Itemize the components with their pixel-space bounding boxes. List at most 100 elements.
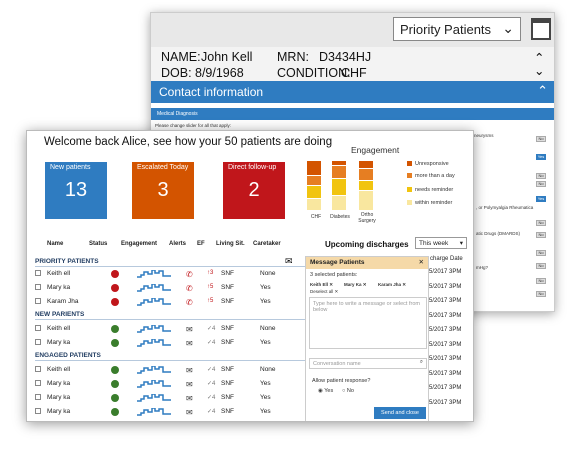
col-alerts[interactable]: Alerts bbox=[169, 241, 187, 247]
legend-item: needs reminder bbox=[407, 187, 453, 193]
table-row[interactable]: Mary ka ✆ ↑5 SNF Yes bbox=[35, 282, 310, 294]
mail-icon[interactable]: ✉ bbox=[186, 325, 193, 334]
no-toggle[interactable]: No bbox=[536, 173, 546, 179]
radio-no[interactable]: ○ No bbox=[342, 388, 354, 394]
row-checkbox[interactable] bbox=[35, 366, 41, 372]
mail-icon[interactable]: ✉ bbox=[186, 366, 193, 375]
polymyalgia-label: , or Polymyalgia Rheumatica bbox=[476, 205, 534, 210]
living-situation: SNF bbox=[221, 339, 234, 346]
row-checkbox[interactable] bbox=[35, 270, 41, 276]
status-dot bbox=[111, 408, 119, 416]
message-header: Message Patients ✕ bbox=[306, 257, 428, 269]
no-toggle[interactable]: No bbox=[536, 250, 546, 256]
row-checkbox[interactable] bbox=[35, 394, 41, 400]
caretaker: Yes bbox=[260, 298, 271, 305]
condition-value: CHF bbox=[341, 66, 367, 80]
no-toggle[interactable]: No bbox=[536, 291, 546, 297]
chart-bar-segment bbox=[307, 176, 321, 186]
mail-icon[interactable]: ✉ bbox=[285, 256, 293, 266]
phone-icon[interactable]: ✆ bbox=[186, 298, 193, 307]
yes-toggle[interactable]: Yes bbox=[536, 154, 546, 160]
col-living[interactable]: Living Sit. bbox=[216, 241, 245, 247]
caret-down-icon: ▾ bbox=[459, 240, 463, 247]
chip[interactable]: Keith Ell ✕ bbox=[310, 282, 334, 287]
table-row[interactable]: Mary ka ✉ ✓4 SNF Yes bbox=[35, 392, 310, 404]
tile-direct-follow-up[interactable]: Direct follow-up 2 bbox=[223, 162, 285, 219]
table-row[interactable]: Mary ka ✉ ✓4 SNF Yes bbox=[35, 378, 310, 390]
mrn-label: MRN: bbox=[277, 50, 309, 64]
living-situation: SNF bbox=[221, 366, 234, 373]
table-row[interactable]: Karam Jha ✆ ↑5 SNF Yes bbox=[35, 296, 310, 308]
mail-icon[interactable]: ✉ bbox=[186, 408, 193, 417]
calendar-icon[interactable] bbox=[531, 18, 551, 40]
row-checkbox[interactable] bbox=[35, 298, 41, 304]
phone-icon[interactable]: ✆ bbox=[186, 270, 193, 279]
patient-name: Karam Jha bbox=[47, 298, 79, 305]
slider-instructions: Please change slider for all that apply: bbox=[155, 123, 232, 128]
message-textarea[interactable]: Type here to write a message or select f… bbox=[309, 297, 427, 349]
week-select[interactable]: This week ▾ bbox=[415, 237, 467, 249]
mail-icon[interactable]: ✉ bbox=[186, 339, 193, 348]
discharge-date: 5/2017 3PM bbox=[429, 341, 462, 348]
engagement-sparkline bbox=[137, 325, 171, 333]
patient-name: Mary ka bbox=[47, 284, 71, 291]
row-checkbox[interactable] bbox=[35, 339, 41, 345]
table-row[interactable]: Mary ka ✉ ✓4 SNF Yes bbox=[35, 337, 310, 349]
col-name[interactable]: Name bbox=[47, 241, 64, 247]
no-toggle[interactable]: No bbox=[536, 181, 546, 187]
col-status[interactable]: Status bbox=[89, 241, 108, 247]
caretaker: Yes bbox=[260, 339, 271, 346]
chip[interactable]: Mary Ka ✕ bbox=[344, 282, 367, 287]
legend-item: within reminder bbox=[407, 200, 452, 206]
col-caretaker[interactable]: Caretaker bbox=[253, 241, 281, 247]
close-icon[interactable]: ✕ bbox=[418, 259, 424, 266]
engagement-chart bbox=[305, 161, 405, 211]
tile-new-patients[interactable]: New patients 13 bbox=[45, 162, 107, 219]
chart-bar-segment bbox=[307, 198, 321, 211]
tile-escalated-today[interactable]: Escalated Today 3 bbox=[132, 162, 194, 219]
contact-title: Contact information bbox=[159, 85, 264, 99]
row-checkbox[interactable] bbox=[35, 284, 41, 290]
row-checkbox[interactable] bbox=[35, 380, 41, 386]
no-toggle[interactable]: No bbox=[536, 220, 546, 226]
table-row[interactable]: Keith ell ✉ ✓4 SNF None bbox=[35, 323, 310, 335]
mail-icon[interactable]: ✉ bbox=[186, 380, 193, 389]
table-row[interactable]: Keith ell ✉ ✓4 SNF None bbox=[35, 364, 310, 376]
col-engagement[interactable]: Engagement bbox=[121, 241, 158, 247]
no-toggle[interactable]: No bbox=[536, 136, 546, 142]
chevron-up-icon[interactable]: ⌃ bbox=[534, 51, 545, 65]
dashboard-window: Welcome back Alice, see how your 50 pati… bbox=[26, 130, 474, 422]
table-row[interactable]: Mary ka ✉ ✓4 SNF Yes bbox=[35, 406, 310, 418]
tile-value: 3 bbox=[157, 179, 169, 201]
deselect-all-link[interactable]: Deselect all ✕ bbox=[310, 289, 339, 294]
row-checkbox[interactable] bbox=[35, 408, 41, 414]
chevron-down-icon[interactable]: ⌄ bbox=[534, 64, 545, 78]
priority-select-label: Priority Patients bbox=[400, 22, 492, 37]
conversation-name-input[interactable]: Conversation name ⌕ bbox=[309, 358, 427, 369]
chart-title: Engagement bbox=[351, 145, 400, 155]
engagement-sparkline bbox=[137, 394, 171, 402]
medical-diagnosis-header[interactable]: Medical Diagnosis bbox=[151, 108, 554, 120]
chevron-down-icon: ⌄ bbox=[502, 20, 514, 36]
phone-icon[interactable]: ✆ bbox=[186, 284, 193, 293]
row-checkbox[interactable] bbox=[35, 325, 41, 331]
chart-bar-segment bbox=[307, 186, 321, 199]
mail-icon[interactable]: ✉ bbox=[186, 394, 193, 403]
no-toggle[interactable]: No bbox=[536, 278, 546, 284]
priority-select[interactable]: Priority Patients ⌄ bbox=[393, 17, 521, 41]
legend-item: Unresponsive bbox=[407, 161, 449, 167]
status-dot bbox=[111, 284, 119, 292]
table-row[interactable]: Keith ell ✆ ↑3 SNF None bbox=[35, 268, 310, 280]
no-toggle[interactable]: No bbox=[536, 263, 546, 269]
radio-yes[interactable]: ◉ Yes bbox=[318, 388, 334, 394]
chip[interactable]: Karam Jha ✕ bbox=[378, 282, 407, 287]
dob-value: 8/9/1968 bbox=[195, 66, 244, 80]
ef-value: ✓4 bbox=[207, 340, 216, 346]
legend-item: more than a day bbox=[407, 173, 467, 179]
no-toggle[interactable]: No bbox=[536, 232, 546, 238]
patient-name: Mary ka bbox=[47, 380, 71, 387]
contact-info-header[interactable]: Contact information ⌃ bbox=[151, 81, 554, 103]
yes-toggle[interactable]: Yes bbox=[536, 196, 546, 202]
send-and-close-button[interactable]: Send and close bbox=[374, 407, 426, 419]
col-ef[interactable]: EF bbox=[197, 241, 205, 247]
